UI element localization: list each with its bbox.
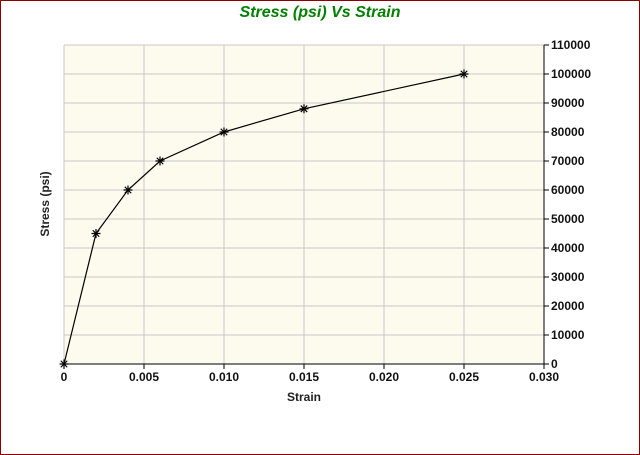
x-tick-label: 0.010 bbox=[209, 370, 239, 384]
y-tick-label: 10000 bbox=[551, 328, 585, 342]
chart-title: Stress (psi) Vs Strain bbox=[239, 4, 401, 21]
x-tick-label: 0.025 bbox=[449, 370, 479, 384]
y-tick-label: 30000 bbox=[551, 270, 585, 284]
y-tick-label: 70000 bbox=[551, 154, 585, 168]
x-tick-label: 0.015 bbox=[289, 370, 319, 384]
y-axis-title: Stress (psi) bbox=[38, 171, 52, 236]
y-tick-label: 40000 bbox=[551, 241, 585, 255]
x-axis-title: Strain bbox=[287, 390, 321, 404]
y-tick-label: 60000 bbox=[551, 183, 585, 197]
y-tick-label: 110000 bbox=[551, 38, 591, 52]
x-tick-label: 0.005 bbox=[129, 370, 159, 384]
y-tick-label: 80000 bbox=[551, 125, 585, 139]
x-tick-label: 0.030 bbox=[529, 370, 559, 384]
x-tick-label: 0 bbox=[61, 370, 68, 384]
x-tick-label: 0.020 bbox=[369, 370, 399, 384]
data-point-marker bbox=[91, 229, 101, 238]
y-tick-label: 90000 bbox=[551, 96, 585, 110]
data-point-marker bbox=[155, 156, 165, 166]
y-tick-label: 50000 bbox=[551, 212, 585, 226]
y-tick-label: 0 bbox=[551, 357, 558, 371]
y-tick-label: 20000 bbox=[551, 299, 585, 313]
data-point-marker bbox=[219, 127, 229, 137]
data-point-marker bbox=[299, 104, 309, 114]
data-point-marker bbox=[459, 69, 469, 79]
y-tick-label: 100000 bbox=[551, 67, 591, 81]
data-point-marker bbox=[123, 185, 133, 195]
data-point-marker bbox=[59, 359, 69, 369]
